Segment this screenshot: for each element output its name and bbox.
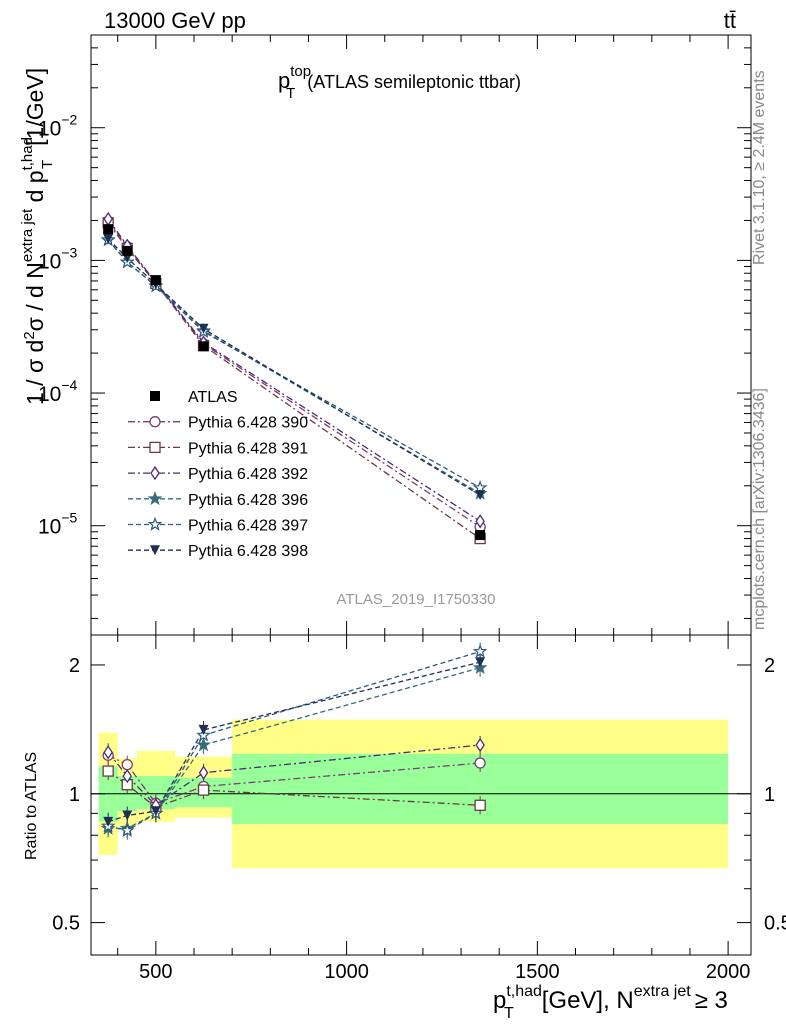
ratio-point-4-4 bbox=[472, 643, 488, 658]
ratio-uncertainty-bands bbox=[91, 719, 751, 869]
ratio-point-1-4 bbox=[474, 799, 486, 811]
ratio-point-2-0 bbox=[103, 745, 113, 760]
process-label: tt̄ bbox=[724, 8, 736, 33]
title-main: p bbox=[278, 68, 290, 93]
ratio-point-3-4 bbox=[472, 660, 488, 674]
legend-label-4: Pythia 6.428 397 bbox=[188, 518, 308, 535]
legend-marker-1 bbox=[149, 441, 161, 454]
main-y-tick-label: 10−3 bbox=[38, 244, 78, 273]
ratio-point-5-3 bbox=[198, 724, 209, 735]
ratio-series-line-4 bbox=[108, 650, 481, 832]
atlas-point-0 bbox=[103, 224, 114, 235]
legend-label-1: Pythia 6.428 391 bbox=[188, 440, 308, 457]
ratio-y-tick-label-right: 0.5 bbox=[764, 913, 786, 935]
ratio-point-1-3 bbox=[197, 784, 210, 796]
analysis-label: ATLAS_2019_I1750330 bbox=[336, 591, 495, 608]
ratio-point-2-4 bbox=[475, 737, 485, 753]
legend-marker-0 bbox=[149, 416, 161, 428]
legend-label-atlas: ATLAS bbox=[188, 389, 238, 406]
atlas-point-2 bbox=[150, 275, 161, 286]
ratio-y-tick-label-left: 1 bbox=[69, 784, 80, 806]
ratio-y-axis-label: Ratio to ATLAS bbox=[23, 752, 40, 860]
title-sub: T bbox=[286, 85, 295, 102]
x-tick-label: 1000 bbox=[324, 961, 369, 983]
main-series-layer bbox=[100, 211, 488, 545]
legend-marker-atlas bbox=[150, 391, 160, 401]
ratio-point-5-1 bbox=[122, 810, 133, 821]
atlas-point-1 bbox=[122, 245, 133, 256]
ratio-point-4-1 bbox=[119, 822, 135, 837]
ratio-point-0-4 bbox=[474, 757, 486, 769]
main-y-tick-label: 10−2 bbox=[38, 112, 78, 141]
ratio-y-tick-label-left: 2 bbox=[69, 655, 80, 677]
title-sup: top bbox=[290, 63, 311, 80]
legend-label-2: Pythia 6.428 392 bbox=[188, 466, 308, 483]
legend: ATLAS Pythia 6.428 390 Pythia 6.428 391 Pyt… bbox=[128, 389, 308, 560]
ratio-point-5-4 bbox=[475, 657, 486, 668]
ratio-point-1-0 bbox=[102, 765, 114, 777]
ratio-series-layer bbox=[100, 642, 488, 840]
main-y-axis-label: 1 / σ d2σ / d Nextra jet d pt,had T[1/GeV… bbox=[19, 68, 56, 405]
ratio-point-2-3 bbox=[198, 765, 209, 780]
x-tick-label: 500 bbox=[139, 961, 172, 983]
main-axes: 10−2 10−3 10−4 10−5 bbox=[38, 34, 751, 635]
x-tick-label: 2000 bbox=[706, 961, 751, 983]
atlas-point-4 bbox=[475, 530, 486, 541]
ratio-y-tick-label-right: 1 bbox=[764, 784, 775, 806]
mcplots-label: mcplots.cern.ch [arXiv:1306.3436] bbox=[751, 388, 768, 630]
legend-marker-5 bbox=[150, 545, 160, 556]
x-axis-label: pt,had T [GeV], Nextra jet ≥ 3 bbox=[493, 983, 728, 1022]
ratio-y-tick-label-right: 2 bbox=[764, 655, 775, 677]
ratio-panel-frame bbox=[90, 634, 752, 956]
main-point-5-0 bbox=[103, 233, 114, 244]
ratio-axes: 500 1000 1500 2000 0.5 0.5 1 1 2 2 bbox=[52, 635, 786, 983]
main-y-tick-label: 10−4 bbox=[38, 377, 78, 406]
ratio-point-5-0 bbox=[103, 816, 114, 827]
ratio-point-0-1 bbox=[121, 758, 133, 771]
plot-title: ptop T (ATLAS semileptonic ttbar) bbox=[278, 63, 521, 102]
ratio-y-tick-label-left: 0.5 bbox=[52, 913, 80, 935]
ratio-series-line-0 bbox=[107, 754, 481, 805]
legend-label-0: Pythia 6.428 390 bbox=[188, 415, 308, 432]
legend-label-5: Pythia 6.428 398 bbox=[188, 543, 308, 560]
legend-marker-2 bbox=[150, 465, 160, 481]
ratio-point-5-2 bbox=[150, 806, 161, 817]
title-rest: (ATLAS semileptonic ttbar) bbox=[307, 72, 521, 92]
legend-label-3: Pythia 6.428 396 bbox=[188, 492, 308, 509]
ratio-point-3-3 bbox=[196, 737, 211, 752]
atlas-point-3 bbox=[198, 341, 209, 352]
energy-label: 13000 GeV pp bbox=[104, 8, 246, 33]
main-point-5-4 bbox=[475, 490, 486, 501]
ratio-point-2-1 bbox=[122, 768, 133, 784]
main-point-2-4 bbox=[475, 514, 485, 529]
rivet-label: Rivet 3.1.10, ≥ 2.4M events bbox=[751, 70, 768, 265]
x-tick-label: 1500 bbox=[515, 961, 560, 983]
ratio-series-line-1 bbox=[107, 770, 481, 809]
main-point-5-3 bbox=[198, 323, 209, 334]
main-y-tick-label: 10−5 bbox=[38, 510, 78, 539]
legend-marker-4 bbox=[147, 516, 163, 531]
legend-marker-3 bbox=[147, 491, 163, 506]
